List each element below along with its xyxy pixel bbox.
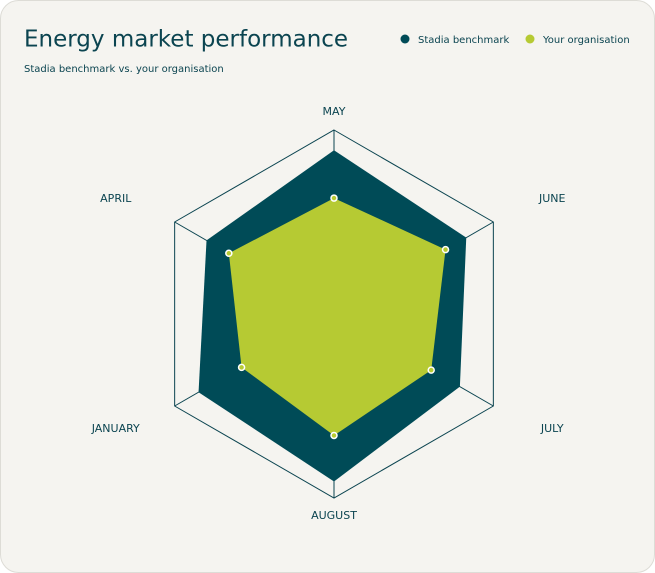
axis-label: MAY: [323, 105, 346, 118]
data-point: [237, 363, 246, 372]
legend-swatch: [525, 34, 535, 44]
axis-label: JUNE: [538, 192, 566, 205]
series-area: [228, 198, 446, 436]
data-point: [225, 249, 233, 258]
data-point: [427, 366, 435, 374]
chart-subtitle: Stadia benchmark vs. your organisation: [24, 64, 224, 75]
legend-label: Your organisation: [542, 35, 630, 46]
axis-label: JANUARY: [91, 422, 140, 435]
legend-label: Stadia benchmark: [418, 35, 509, 46]
legend-swatch: [400, 34, 410, 44]
data-point: [330, 194, 338, 202]
axis-label: AUGUST: [311, 509, 357, 522]
axis-label: JULY: [540, 422, 564, 435]
data-point: [330, 431, 338, 440]
data-point: [441, 245, 450, 254]
axis-label: APRIL: [100, 192, 132, 205]
chart-title: Energy market performance: [24, 27, 348, 53]
